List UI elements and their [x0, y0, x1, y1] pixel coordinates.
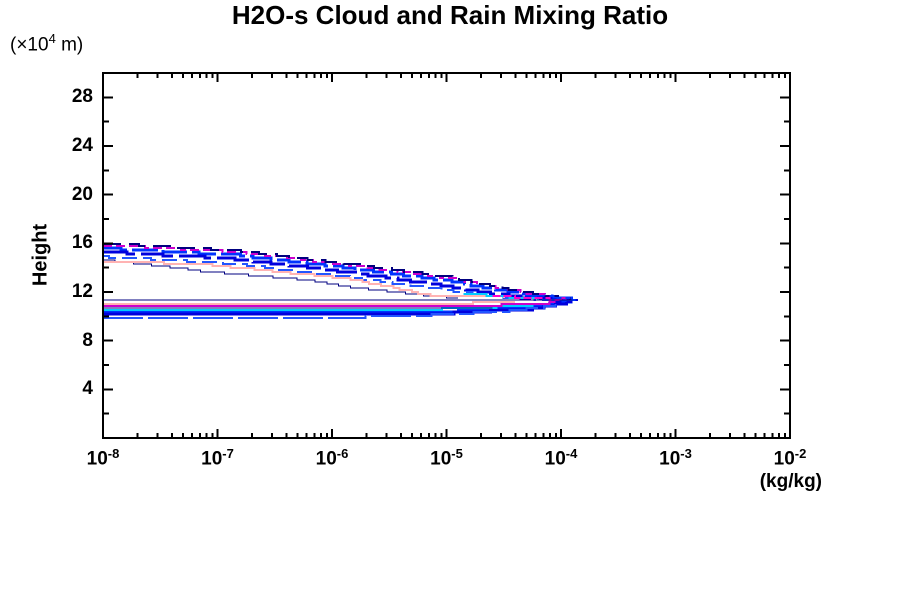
y-tick-label: 16	[71, 232, 93, 254]
x-tick-label: 10-3	[659, 446, 692, 470]
y-axis-unit-label: (×104 m)	[10, 31, 83, 56]
y-tick-label: 8	[82, 329, 93, 351]
chart-title: H2O-s Cloud and Rain Mixing Ratio	[231, 0, 669, 30]
x-tick-label: 10-8	[86, 446, 120, 470]
x-tick-label: 10-4	[544, 446, 578, 470]
x-tick-label: 10-7	[201, 446, 234, 470]
y-unit-prefix: (×10	[10, 34, 49, 56]
y-tick-label: 4	[82, 378, 93, 400]
y-axis-major-ticks	[103, 96, 790, 391]
y-tick-label: 12	[71, 281, 93, 302]
x-tick-label: 10-5	[430, 446, 463, 470]
y-tick-label: 28	[71, 86, 93, 108]
y-unit-exponent: 4	[48, 31, 56, 46]
contour-lower-magenta	[103, 301, 561, 307]
y-unit-suffix: m)	[55, 34, 84, 56]
x-tick-label: 10-2	[773, 446, 807, 470]
contour-upper-blue-1	[103, 246, 573, 300]
contour-tip-scatter-1	[549, 295, 577, 301]
contour-upper-navy-edge	[103, 243, 572, 300]
x-tick-label: 10-6	[315, 446, 349, 470]
contour-upper-navy-thin	[103, 259, 458, 299]
x-axis-major-ticks	[102, 73, 791, 438]
contour-upper-pink	[103, 261, 505, 298]
contour-lower-blue-3	[103, 304, 557, 319]
y-tick-label: 24	[71, 135, 93, 156]
y-tick-label: 20	[71, 183, 93, 205]
x-axis-unit-label: (kg/kg)	[759, 471, 822, 492]
x-axis-minor-ticks	[136, 73, 786, 438]
contour-tip-scatter-2	[555, 299, 579, 303]
contour-upper-blue-2	[103, 250, 569, 302]
contour-lower-pink	[103, 301, 516, 305]
y-axis-minor-ticks	[103, 120, 790, 415]
